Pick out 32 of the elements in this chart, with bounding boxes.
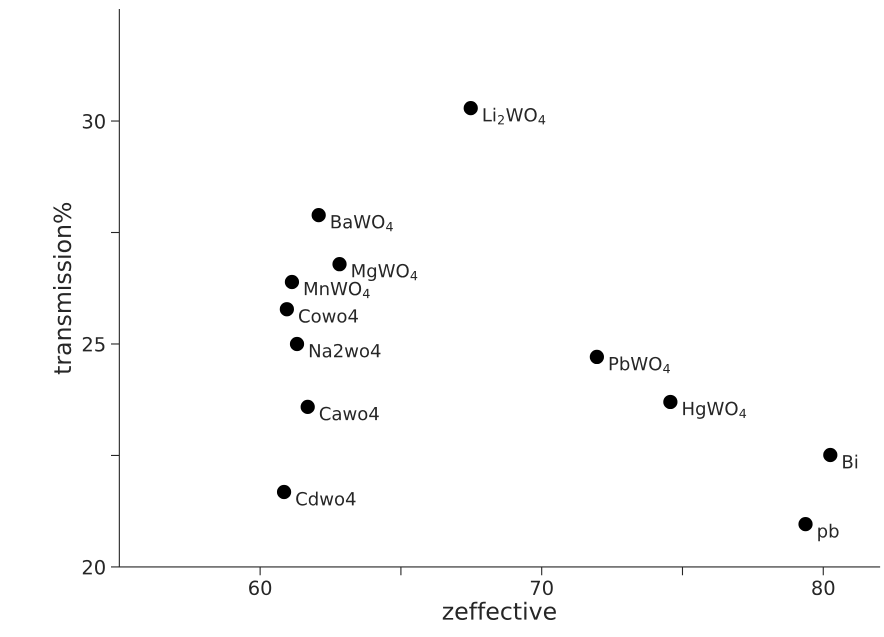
point <box>300 400 315 414</box>
point <box>590 350 604 364</box>
annotation: MnWO$_{4}$ <box>304 282 370 298</box>
annotation: Cdwo4 <box>296 492 356 506</box>
annotation: MgWO$_{4}$ <box>352 264 418 282</box>
x-axis-title: zeffective <box>442 602 556 620</box>
point <box>284 274 300 290</box>
point <box>663 394 678 410</box>
point <box>312 208 326 222</box>
point <box>464 100 478 116</box>
point <box>280 302 294 316</box>
point <box>276 484 292 500</box>
annotation: PbWO$_{4}$ <box>610 356 670 374</box>
point <box>823 448 838 462</box>
y-tick-label: 30 <box>82 114 105 129</box>
x-tick-label: 60 <box>249 580 272 596</box>
x-tick-label: 70 <box>530 580 553 596</box>
y-axis-title: transmission% <box>52 202 72 374</box>
y-tick-label: 25 <box>82 336 104 352</box>
y-tick-label: 20 <box>82 560 105 575</box>
annotation: Cawo4 <box>320 406 379 420</box>
annotation: Na2wo4 <box>310 344 380 358</box>
annotation: BaWO$_{4}$ <box>332 214 393 232</box>
point <box>290 336 304 352</box>
annotation: pb <box>818 524 839 542</box>
annotation: HgWO$_{4}$ <box>683 402 746 419</box>
annotation: Li$_{2}$WO$_{4}$ <box>484 108 546 124</box>
x-tick-label: 80 <box>812 580 834 596</box>
point <box>798 517 813 532</box>
annotation: Cowo4 <box>299 309 358 323</box>
point <box>332 257 347 272</box>
annotation: Bi <box>843 454 858 468</box>
